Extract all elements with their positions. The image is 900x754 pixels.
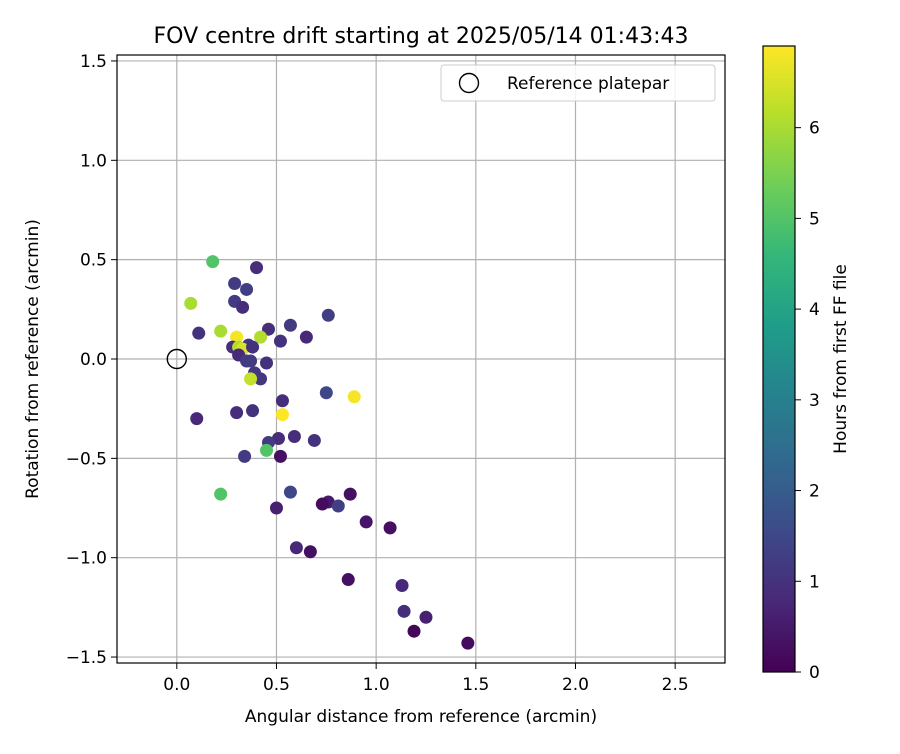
data-point [307, 433, 321, 447]
data-point [254, 372, 268, 386]
x-tick-label: 1.0 [363, 675, 390, 695]
x-tick-label: 2.0 [562, 675, 589, 695]
data-point [236, 300, 250, 314]
data-point [238, 449, 252, 463]
y-tick-label: −0.5 [66, 449, 107, 469]
data-point [246, 404, 260, 418]
data-point [289, 541, 303, 555]
colorbar-ticks: 0 1 2 3 4 5 6 [795, 119, 820, 683]
data-point [321, 308, 335, 322]
legend-label: Reference platepar [507, 74, 669, 94]
data-point [260, 356, 274, 370]
legend: Reference platepar [440, 64, 716, 102]
data-point [275, 394, 289, 408]
y-axis-label: Rotation from reference (arcmin) [23, 219, 43, 499]
data-point [341, 573, 355, 587]
legend-reference-marker [458, 72, 480, 94]
y-tick-label: −1.5 [66, 648, 107, 668]
data-point [244, 372, 258, 386]
data-point [260, 443, 274, 457]
grid-lines [117, 55, 725, 663]
data-point [192, 326, 206, 340]
colorbar-tick-label: 3 [809, 391, 820, 411]
data-point [184, 296, 198, 310]
data-point [395, 579, 409, 593]
data-point [240, 282, 254, 296]
data-point [407, 624, 421, 638]
data-point [271, 431, 285, 445]
colorbar-tick-label: 5 [809, 209, 820, 229]
reference-marker-layer [166, 348, 188, 370]
data-point [214, 487, 228, 501]
data-point [315, 497, 329, 511]
data-point [299, 330, 313, 344]
colorbar-tick-label: 6 [809, 119, 820, 139]
data-point [343, 487, 357, 501]
colorbar-tick-label: 2 [809, 482, 820, 502]
data-point [230, 406, 244, 420]
data-point [461, 636, 475, 650]
data-point [206, 255, 220, 269]
y-tick-label: 1.5 [80, 52, 107, 72]
data-point [273, 449, 287, 463]
y-tick-label: −1.0 [66, 549, 107, 569]
x-axis-ticks: 0.0 0.5 1.0 1.5 2.0 2.5 [163, 663, 689, 695]
data-point [283, 318, 297, 332]
colorbar-tick-label: 4 [809, 300, 820, 320]
legend-box [440, 64, 716, 102]
x-tick-label: 0.0 [163, 675, 190, 695]
colorbar-tick-label: 0 [809, 663, 820, 683]
y-axis-ticks: 1.5 1.0 0.5 0.0 −0.5 −1.0 −1.5 [66, 52, 117, 668]
y-tick-label: 0.0 [80, 350, 107, 370]
data-point [319, 386, 333, 400]
data-point [250, 261, 264, 275]
x-tick-label: 0.5 [263, 675, 290, 695]
reference-platepar-marker [166, 348, 188, 370]
data-point [214, 324, 228, 338]
data-point [419, 610, 433, 624]
data-point [262, 322, 276, 336]
data-point [303, 545, 317, 559]
data-point [397, 604, 411, 618]
data-point [254, 330, 268, 344]
data-point [383, 521, 397, 535]
data-point [190, 412, 204, 426]
x-tick-label: 1.5 [462, 675, 489, 695]
colorbar-label: Hours from first FF file [831, 264, 851, 454]
data-point [269, 501, 283, 515]
data-point [331, 499, 345, 513]
data-point [275, 408, 289, 422]
data-point [347, 390, 361, 404]
data-point [273, 334, 287, 348]
data-point [246, 340, 260, 354]
data-point [244, 354, 258, 368]
data-point [287, 429, 301, 443]
y-tick-label: 1.0 [80, 151, 107, 171]
x-tick-label: 2.5 [662, 675, 689, 695]
colorbar-tick-label: 1 [809, 572, 820, 592]
data-point [230, 330, 244, 344]
y-tick-label: 0.5 [80, 251, 107, 271]
x-axis-label: Angular distance from reference (arcmin) [245, 707, 597, 727]
data-points [184, 255, 475, 650]
data-point [283, 485, 297, 499]
colorbar [762, 45, 796, 673]
data-point [359, 515, 373, 529]
data-point [228, 276, 242, 290]
chart-title: FOV centre drift starting at 2025/05/14 … [154, 24, 689, 49]
